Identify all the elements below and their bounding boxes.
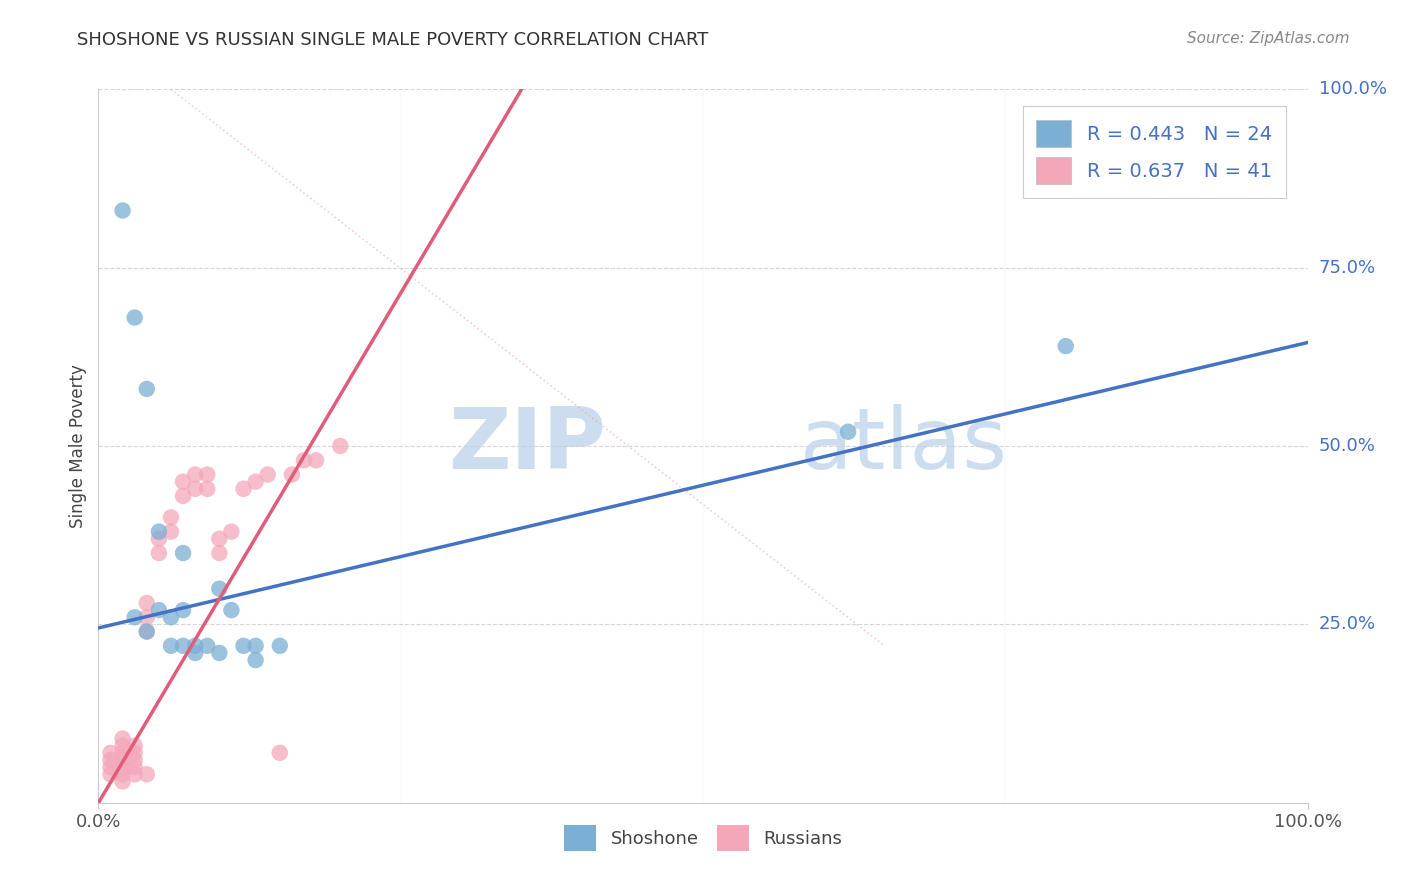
Point — [172, 546, 194, 560]
Point — [160, 524, 183, 539]
Text: 75.0%: 75.0% — [1319, 259, 1376, 277]
Point — [100, 760, 122, 774]
Point — [172, 603, 194, 617]
Text: Source: ZipAtlas.com: Source: ZipAtlas.com — [1187, 31, 1350, 46]
Point — [281, 467, 304, 482]
Point — [195, 467, 218, 482]
Point — [111, 739, 134, 753]
Point — [172, 639, 194, 653]
Point — [232, 639, 254, 653]
Point — [245, 639, 267, 653]
Point — [195, 639, 218, 653]
Point — [135, 610, 157, 624]
Point — [135, 624, 157, 639]
Point — [172, 475, 194, 489]
Point — [111, 760, 134, 774]
Point — [111, 203, 134, 218]
Point — [135, 596, 157, 610]
Legend: Shoshone, Russians: Shoshone, Russians — [557, 818, 849, 858]
Point — [837, 425, 859, 439]
Point — [148, 532, 170, 546]
Point — [111, 746, 134, 760]
Point — [100, 767, 122, 781]
Point — [1054, 339, 1077, 353]
Point — [269, 746, 291, 760]
Text: 100.0%: 100.0% — [1319, 80, 1386, 98]
Point — [329, 439, 352, 453]
Point — [124, 746, 146, 760]
Point — [148, 603, 170, 617]
Point — [111, 767, 134, 781]
Point — [160, 610, 183, 624]
Point — [208, 532, 231, 546]
Y-axis label: Single Male Poverty: Single Male Poverty — [69, 364, 87, 528]
Point — [232, 482, 254, 496]
Text: SHOSHONE VS RUSSIAN SINGLE MALE POVERTY CORRELATION CHART: SHOSHONE VS RUSSIAN SINGLE MALE POVERTY … — [77, 31, 709, 49]
Point — [221, 524, 243, 539]
Point — [184, 639, 207, 653]
Point — [148, 546, 170, 560]
Text: 50.0%: 50.0% — [1319, 437, 1375, 455]
Point — [148, 524, 170, 539]
Point — [160, 639, 183, 653]
Point — [208, 546, 231, 560]
Text: 25.0%: 25.0% — [1319, 615, 1376, 633]
Point — [135, 767, 157, 781]
Point — [160, 510, 183, 524]
Point — [269, 639, 291, 653]
Point — [124, 760, 146, 774]
Point — [124, 767, 146, 781]
Point — [124, 739, 146, 753]
Text: ZIP: ZIP — [449, 404, 606, 488]
Point — [292, 453, 315, 467]
Point — [195, 482, 218, 496]
Point — [256, 467, 278, 482]
Point — [305, 453, 328, 467]
Point — [135, 382, 157, 396]
Point — [111, 753, 134, 767]
Point — [124, 310, 146, 325]
Point — [184, 482, 207, 496]
Point — [221, 603, 243, 617]
Point — [100, 753, 122, 767]
Point — [135, 624, 157, 639]
Point — [208, 582, 231, 596]
Point — [124, 610, 146, 624]
Point — [111, 731, 134, 746]
Point — [100, 746, 122, 760]
Point — [124, 753, 146, 767]
Point — [172, 489, 194, 503]
Point — [184, 467, 207, 482]
Text: atlas: atlas — [800, 404, 1008, 488]
Point — [245, 653, 267, 667]
Point — [111, 774, 134, 789]
Point — [208, 646, 231, 660]
Point — [184, 646, 207, 660]
Point — [245, 475, 267, 489]
